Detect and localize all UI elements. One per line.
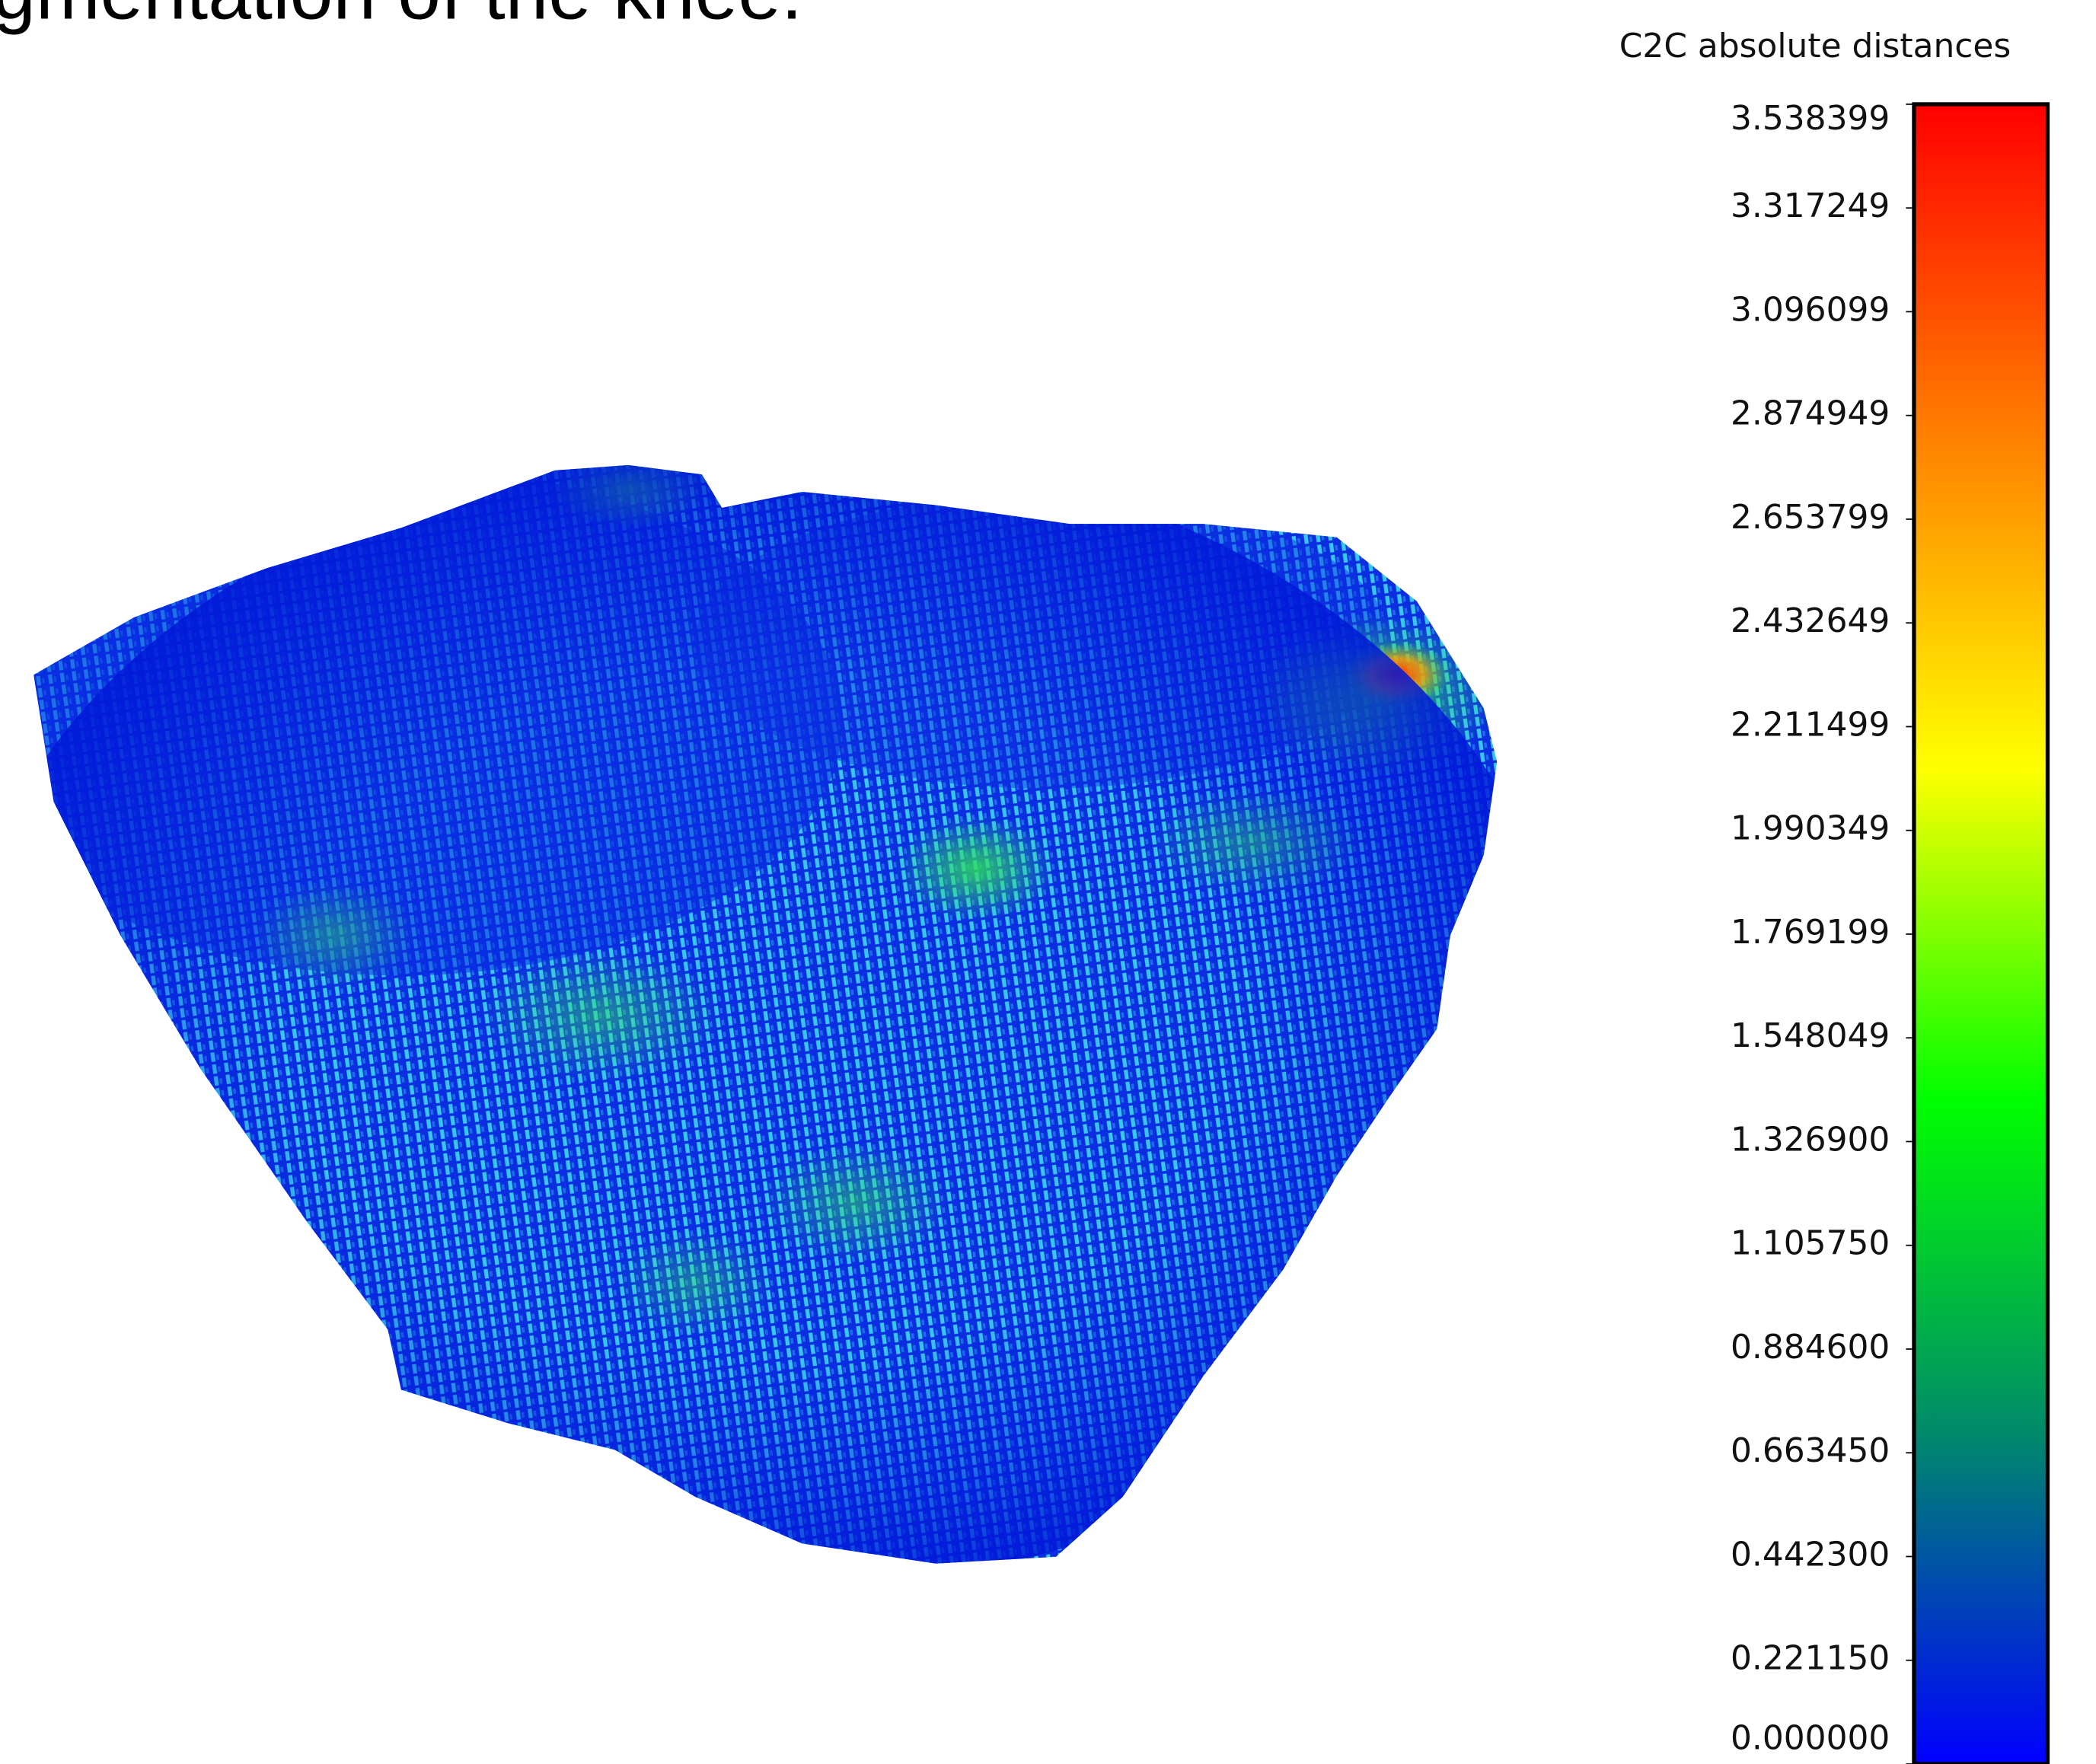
- colorbar-tick-label: 0.884600: [1731, 1328, 1890, 1367]
- colorbar-tick-label: 1.990349: [1731, 809, 1890, 848]
- colorbar-tick-label: 1.548049: [1731, 1016, 1890, 1055]
- colorbar-tick-label: 2.432649: [1731, 601, 1890, 640]
- colorbar-tick-label: 3.538399: [1731, 99, 1890, 138]
- screenshot: egmentation of the knee. C2C absolute di…: [0, 0, 2096, 1764]
- colorbar-tick-label: 2.211499: [1731, 705, 1890, 744]
- colorbar-tick-label: 1.105750: [1731, 1224, 1890, 1263]
- colorbar-tick-label: 2.874949: [1731, 394, 1890, 433]
- slide-title: egmentation of the knee.: [0, 0, 802, 36]
- page: egmentation of the knee. C2C absolute di…: [0, 0, 2096, 1764]
- colorbar-tick-label: 3.096099: [1731, 290, 1890, 329]
- colorbar-tick-label: 0.442300: [1731, 1535, 1890, 1574]
- colorbar-tick-label: 0.221150: [1731, 1639, 1890, 1678]
- colorbar-tick-label: 1.326900: [1731, 1120, 1890, 1159]
- colorbar-tick-label: 0.663450: [1731, 1431, 1890, 1470]
- colorbar-tick-label: 0.000000: [1731, 1718, 1890, 1757]
- colorbar-tick-label: 1.769199: [1731, 913, 1890, 952]
- colorbar-tick-label: 3.317249: [1731, 187, 1890, 225]
- colorbar-tick-label: 2.653799: [1731, 498, 1890, 537]
- colorbar-title: C2C absolute distances: [1619, 27, 2011, 65]
- colorbar: [1914, 104, 2048, 1764]
- mesh-render: [0, 401, 1564, 1604]
